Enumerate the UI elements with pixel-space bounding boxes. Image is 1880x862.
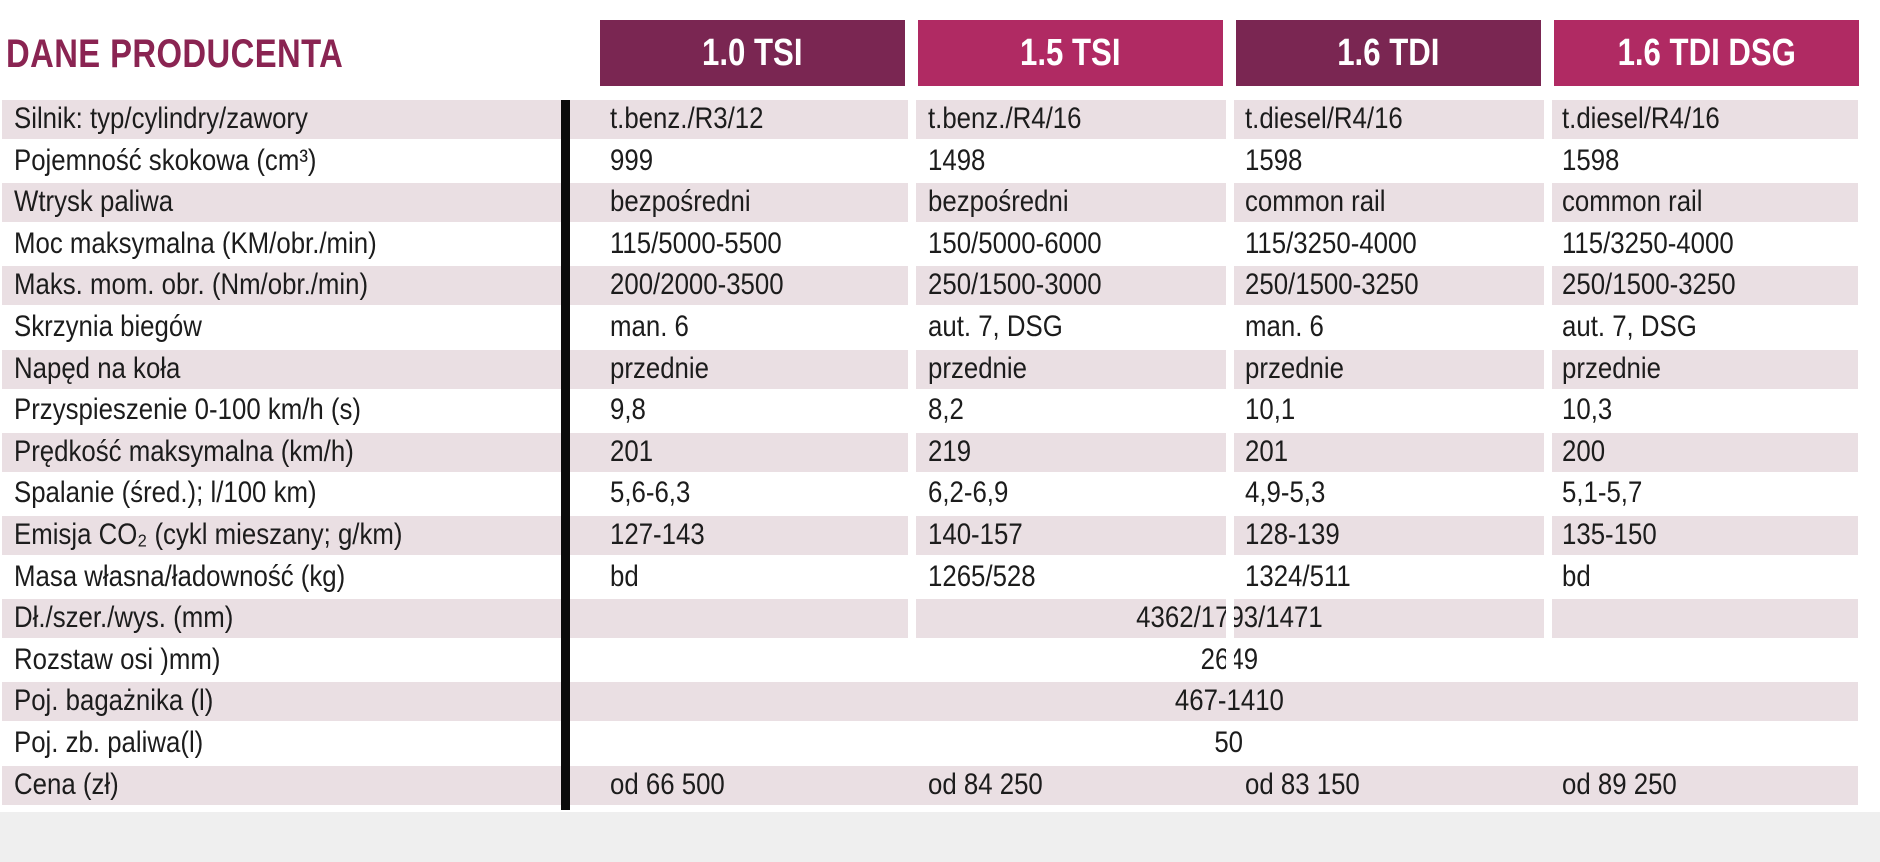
row-value-col1: 999: [610, 143, 654, 177]
column-header-1: 1.0 TSI: [600, 20, 905, 86]
row-label: Wtrysk paliwa: [14, 185, 174, 219]
row-value-col4: 250/1500-3250: [1562, 268, 1736, 302]
row-label: Prędkość maksymalna (km/h): [14, 434, 354, 468]
row-label: Cena (zł): [14, 767, 119, 801]
row-value-col2: od 84 250: [928, 767, 1043, 801]
row-value-col2: 140-157: [928, 518, 1023, 551]
row-value-col4: t.diesel/R4/16: [1562, 102, 1720, 135]
row-label: Napęd na koła: [14, 351, 181, 385]
column-header-2: 1.5 TSI: [918, 20, 1223, 86]
row-label: Maks. mom. obr. (Nm/obr./min): [14, 268, 369, 302]
row-label: Dł./szer./wys. (mm): [14, 601, 234, 635]
row-value-col4: 135-150: [1562, 518, 1657, 551]
row-value-col1: 201: [610, 434, 654, 468]
row-value-col2: 8,2: [928, 393, 964, 427]
row-value-col1: bd: [610, 559, 639, 593]
row-value-col4: 200: [1562, 434, 1606, 468]
row-value-col2: 150/5000-6000: [928, 226, 1102, 260]
row-value-col2: 6,2-6,9: [928, 476, 1009, 510]
column-divider: [1226, 100, 1234, 680]
row-value-col3: 1598: [1245, 143, 1303, 177]
row-span-value: 467-1410: [1174, 684, 1284, 718]
row-value-col3: 4,9-5,3: [1245, 476, 1326, 510]
row-value-col1: t.benz./R3/12: [610, 102, 764, 135]
row-value-col1: 5,6-6,3: [610, 476, 691, 510]
row-span-value: 50: [1214, 726, 1244, 759]
row-value-col3: 1324/511: [1245, 559, 1351, 593]
row-value-col3: t.diesel/R4/16: [1245, 102, 1403, 135]
row-value-col3: 128-139: [1245, 518, 1340, 551]
row-value-col2: aut. 7, DSG: [928, 310, 1063, 343]
row-value-col3: przednie: [1245, 351, 1344, 385]
row-label: Emisja CO₂ (cykl mieszany; g/km): [14, 518, 403, 551]
row-value-col2: przednie: [928, 351, 1027, 385]
row-value-col2: 219: [928, 434, 972, 468]
row-value-col4: 115/3250-4000: [1562, 226, 1734, 260]
table-row: [2, 765, 1858, 805]
row-label: Rozstaw osi )mm): [14, 642, 221, 676]
column-header-4: 1.6 TDI DSG: [1554, 20, 1859, 86]
row-label: Moc maksymalna (KM/obr./min): [14, 226, 377, 260]
row-value-col2: bezpośredni: [928, 185, 1069, 219]
row-value-col1: bezpośredni: [610, 185, 751, 219]
row-value-col3: 201: [1245, 434, 1289, 468]
column-divider: [1544, 100, 1552, 680]
row-value-col3: 115/3250-4000: [1245, 226, 1417, 260]
row-value-col3: od 83 150: [1245, 767, 1360, 801]
row-value-col4: bd: [1562, 559, 1591, 593]
row-value-col4: 1598: [1562, 143, 1620, 177]
row-label: Masa własna/ładowność (kg): [14, 559, 346, 593]
row-value-col3: common rail: [1245, 185, 1386, 219]
row-label: Skrzynia biegów: [14, 310, 202, 343]
row-label: Pojemność skokowa (cm³): [14, 143, 317, 177]
row-value-col1: man. 6: [610, 310, 689, 343]
row-value-col1: przednie: [610, 351, 709, 385]
table-title: DANE PRODUCENTA: [6, 31, 344, 76]
row-value-col3: man. 6: [1245, 310, 1324, 343]
row-value-col4: 5,1-5,7: [1562, 476, 1643, 510]
column-divider: [908, 100, 916, 680]
row-value-col4: 10,3: [1562, 393, 1613, 427]
row-label: Poj. zb. paliwa(l): [14, 726, 204, 759]
row-label: Silnik: typ/cylindry/zawory: [14, 102, 308, 135]
row-label: Przyspieszenie 0-100 km/h (s): [14, 393, 361, 427]
row-label: Spalanie (śred.); l/100 km): [14, 476, 317, 510]
row-value-col4: aut. 7, DSG: [1562, 310, 1697, 343]
row-value-col1: 200/2000-3500: [610, 268, 784, 302]
row-value-col2: 1265/528: [928, 559, 1036, 593]
label-divider: [561, 100, 570, 810]
row-value-col1: od 66 500: [610, 767, 725, 801]
row-value-col2: 250/1500-3000: [928, 268, 1102, 302]
footer-band: [0, 812, 1880, 862]
row-value-col1: 115/5000-5500: [610, 226, 782, 260]
row-value-col4: przednie: [1562, 351, 1661, 385]
row-value-col1: 127-143: [610, 518, 705, 551]
row-value-col3: 10,1: [1245, 393, 1296, 427]
row-value-col3: 250/1500-3250: [1245, 268, 1419, 302]
row-label: Poj. bagażnika (l): [14, 684, 214, 718]
row-value-col4: od 89 250: [1562, 767, 1677, 801]
row-value-col2: 1498: [928, 143, 986, 177]
row-value-col4: common rail: [1562, 185, 1703, 219]
row-value-col2: t.benz./R4/16: [928, 102, 1082, 135]
table-row: [2, 682, 1858, 722]
row-value-col1: 9,8: [610, 393, 646, 427]
column-header-3: 1.6 TDI: [1236, 20, 1541, 86]
